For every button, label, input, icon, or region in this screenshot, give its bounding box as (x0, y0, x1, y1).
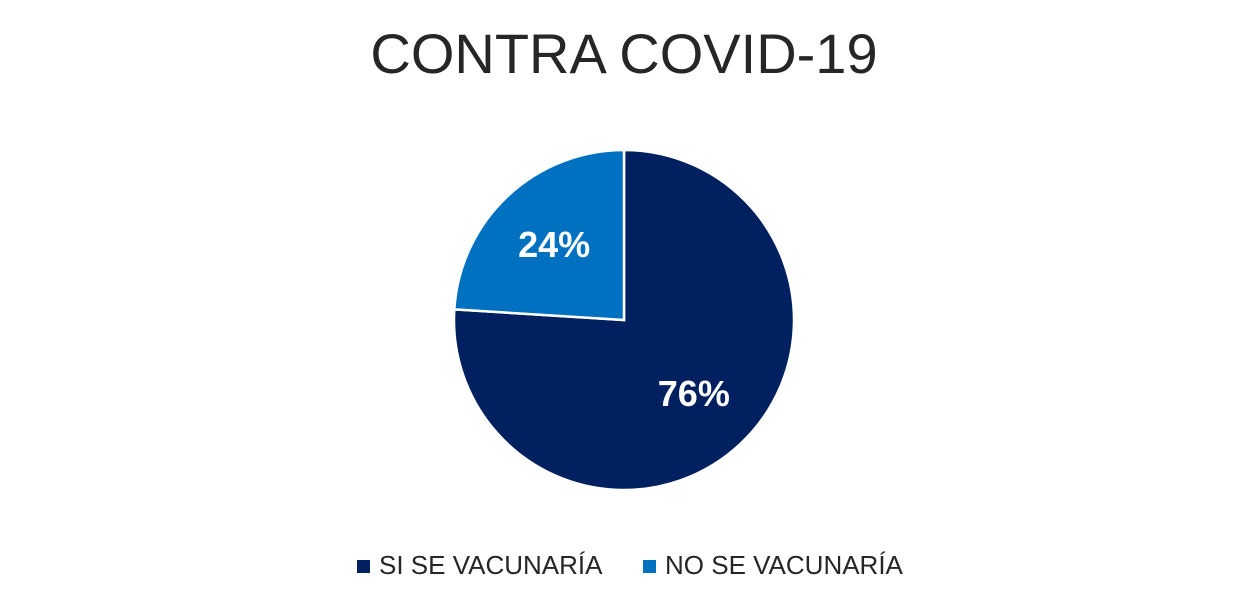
data-label: 24% (518, 224, 590, 265)
legend-label: NO SE VACUNARÍA (665, 550, 904, 580)
pie-slice (452, 148, 796, 492)
legend-swatch (643, 560, 656, 573)
pie-slice (453, 148, 626, 322)
legend-label: SI SE VACUNARÍA (379, 550, 603, 580)
legend-swatch (357, 560, 370, 573)
data-label: 76% (658, 373, 730, 414)
chart-title: CONTRA COVID-19 (370, 22, 877, 85)
